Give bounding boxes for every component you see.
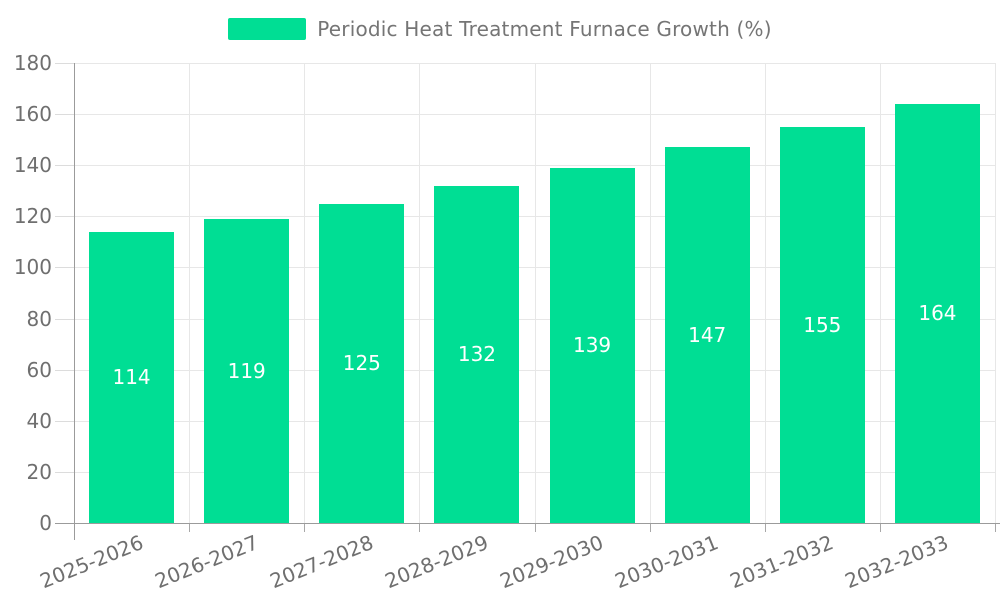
y-axis-tick-label: 140 <box>13 153 52 178</box>
y-axis-tick <box>55 63 74 64</box>
x-axis-tick-label: 2030-2031 <box>611 530 722 594</box>
y-axis-tick-label: 120 <box>13 204 52 229</box>
y-axis-tick-label: 20 <box>26 459 52 484</box>
bar[interactable] <box>319 203 405 523</box>
v-gridline <box>995 63 996 523</box>
v-gridline <box>419 63 421 523</box>
y-axis-tick-label: 80 <box>26 306 52 331</box>
bar-value-label: 119 <box>227 358 266 383</box>
x-axis-line <box>55 523 1000 524</box>
x-axis-tick <box>534 523 536 532</box>
bar[interactable] <box>894 103 980 523</box>
x-axis-tick-label: 2026-2027 <box>151 530 262 594</box>
x-axis-tick <box>189 523 191 532</box>
y-axis-tick-label: 180 <box>13 51 52 75</box>
bar[interactable] <box>779 126 865 523</box>
y-axis-tick <box>55 267 74 269</box>
legend[interactable]: Periodic Heat Treatment Furnace Growth (… <box>0 17 1000 41</box>
v-gridline <box>189 63 191 523</box>
x-axis-tick <box>764 523 766 532</box>
legend-label: Periodic Heat Treatment Furnace Growth (… <box>317 17 772 41</box>
y-axis-tick <box>55 318 74 320</box>
v-gridline <box>304 63 306 523</box>
bar[interactable] <box>664 147 750 523</box>
v-gridline <box>534 63 536 523</box>
y-axis-tick <box>55 216 74 218</box>
v-gridline <box>649 63 651 523</box>
y-axis-tick-label: 100 <box>13 255 52 280</box>
bar[interactable] <box>434 185 520 523</box>
y-axis-tick <box>55 369 74 371</box>
legend-swatch <box>228 18 307 40</box>
x-axis-tick <box>649 523 651 532</box>
x-axis-tick-label: 2027-2028 <box>266 530 377 594</box>
bar-value-label: 155 <box>803 312 842 337</box>
x-axis-tick <box>419 523 421 532</box>
y-axis-tick-label: 60 <box>26 357 52 382</box>
v-gridline <box>879 63 881 523</box>
x-axis-tick <box>995 523 996 532</box>
v-gridline <box>764 63 766 523</box>
bar[interactable] <box>204 218 290 523</box>
x-axis-tick-label: 2028-2029 <box>381 530 492 594</box>
bar-value-label: 147 <box>688 323 727 348</box>
y-axis-tick <box>55 114 74 116</box>
x-axis-tick-label: 2025-2026 <box>36 530 147 594</box>
bar[interactable] <box>89 231 175 523</box>
x-axis-tick-label: 2032-2033 <box>841 530 953 594</box>
bar-value-label: 114 <box>112 365 151 390</box>
y-axis-tick-label: 160 <box>13 102 52 127</box>
bar-value-label: 132 <box>457 342 497 367</box>
bar-value-label: 164 <box>918 301 957 326</box>
bar-value-label: 125 <box>342 351 381 376</box>
bar-value-label: 139 <box>572 333 612 358</box>
y-axis-tick-label: 40 <box>26 408 52 433</box>
y-axis-tick-label: 0 <box>39 511 52 535</box>
x-axis-tick-label: 2029-2030 <box>496 530 607 594</box>
y-axis-line <box>74 63 75 540</box>
y-axis-tick <box>55 471 74 473</box>
y-axis-tick <box>55 165 74 167</box>
x-axis-tick-label: 2031-2032 <box>726 530 837 594</box>
x-axis-tick <box>879 523 881 532</box>
x-axis-tick <box>304 523 306 532</box>
y-axis-tick <box>55 420 74 422</box>
bar[interactable] <box>549 167 635 523</box>
